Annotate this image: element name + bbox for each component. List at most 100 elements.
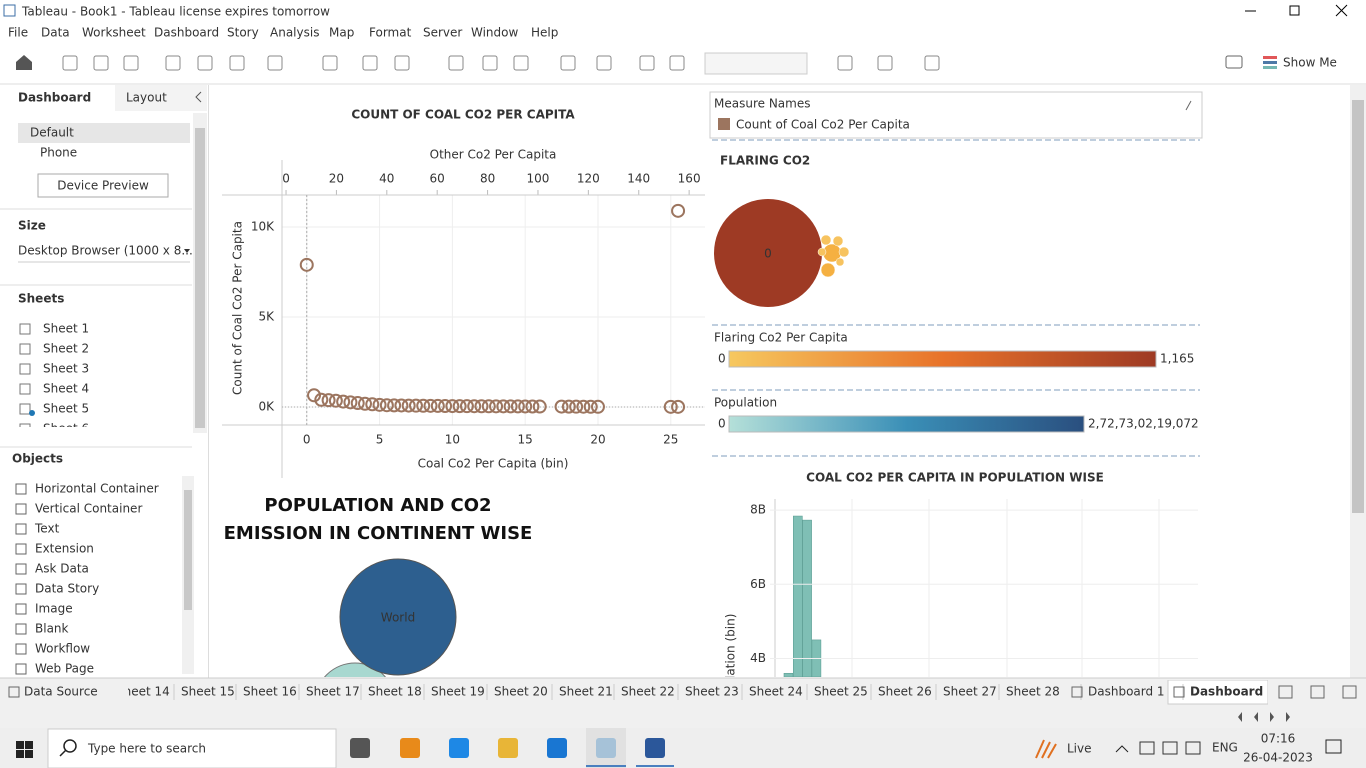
menu-item[interactable]: Help (531, 26, 558, 40)
sheet-tab[interactable]: Dashboard 3 (1190, 685, 1276, 699)
object-item[interactable]: Blank (35, 622, 69, 636)
show-me[interactable]: Show Me (1283, 56, 1337, 70)
sheet-tab[interactable]: Sheet 21 (559, 685, 613, 699)
toolbar-icon[interactable] (877, 55, 893, 71)
toolbar-icon[interactable] (924, 55, 940, 71)
menu-item[interactable]: Story (227, 26, 259, 40)
new-tab-icon[interactable] (1278, 685, 1293, 699)
toolbar-icon[interactable] (837, 55, 853, 71)
start-icon[interactable] (25, 741, 33, 749)
toolbar-icon[interactable] (448, 55, 464, 71)
menu-item[interactable]: Dashboard (154, 26, 219, 40)
sheet-item[interactable]: Sheet 3 (43, 362, 89, 376)
toolbar-icon[interactable] (669, 55, 685, 71)
sheet-item[interactable]: Sheet 2 (43, 342, 89, 356)
toolbar-icon[interactable] (362, 55, 378, 71)
sheet-tab[interactable]: Sheet 18 (368, 685, 422, 699)
tray-icon[interactable] (1162, 741, 1178, 755)
menu-item[interactable]: File (8, 26, 28, 40)
sheet-tab[interactable]: Sheet 17 (306, 685, 360, 699)
menu-item[interactable]: Server (423, 26, 462, 40)
new-tab-icon[interactable] (1342, 685, 1357, 699)
toolbar-icon[interactable] (62, 55, 78, 71)
toolbar-icon[interactable] (482, 55, 498, 71)
sheet-tab[interactable]: Sheet 22 (621, 685, 675, 699)
toolbar-icon[interactable] (267, 55, 283, 71)
toolbar-icon[interactable] (93, 55, 109, 71)
device-preview-button[interactable] (37, 173, 169, 198)
menu-item[interactable]: Map (329, 26, 354, 40)
taskbar-app[interactable] (350, 738, 370, 758)
sheet-tab[interactable]: Sheet 16 (243, 685, 297, 699)
start-icon[interactable] (16, 741, 24, 749)
sheet-item[interactable]: Sheet 1 (43, 322, 89, 336)
sheet-tab[interactable]: Dashboard 1 (1088, 685, 1165, 699)
sheet-item[interactable]: Sheet 4 (43, 382, 89, 396)
toolbar-icon[interactable] (394, 55, 410, 71)
toolbar-icon[interactable] (123, 55, 139, 71)
sheet-tab[interactable]: Sheet 28 (1006, 685, 1060, 699)
tray-icon[interactable] (1139, 741, 1155, 755)
start-icon[interactable] (16, 750, 24, 758)
menu-item[interactable]: Data (41, 26, 70, 40)
start-icon[interactable] (25, 750, 33, 758)
sheet-tab[interactable]: Sheet 19 (431, 685, 485, 699)
restore[interactable] (1289, 5, 1300, 16)
tab-nav[interactable] (1254, 712, 1258, 722)
toolbar-icon[interactable] (1225, 55, 1243, 69)
clock-time[interactable]: 07:16 (1261, 732, 1296, 746)
object-item[interactable]: Workflow (35, 642, 90, 656)
tab-nav[interactable] (1238, 712, 1242, 722)
tab-nav[interactable] (1270, 712, 1274, 722)
object-item[interactable]: Horizontal Container (35, 482, 159, 496)
sheet-tab[interactable]: Sheet 23 (685, 685, 739, 699)
clock-date[interactable]: 26-04-2023 (1243, 751, 1313, 765)
object-item[interactable]: Extension (35, 542, 94, 556)
legend-item[interactable]: Count of Coal Co2 Per Capita (736, 118, 910, 132)
taskbar-app[interactable] (498, 738, 518, 758)
toolbar-icon[interactable] (596, 55, 612, 71)
sheet-item[interactable]: Sheet 5 (43, 402, 89, 416)
taskbar-app[interactable] (400, 738, 420, 758)
object-item[interactable]: Web Page (35, 662, 94, 676)
menu-item[interactable]: Format (369, 26, 412, 40)
search-placeholder[interactable]: Type here to search (87, 742, 206, 756)
sheet-tab[interactable]: Sheet 20 (494, 685, 548, 699)
sheet-tab[interactable]: Sheet 26 (878, 685, 932, 699)
device-option[interactable]: Phone (40, 146, 77, 160)
notifications[interactable] (1325, 739, 1342, 754)
device-preview[interactable]: Device Preview (57, 179, 149, 193)
live-label[interactable]: Live (1067, 742, 1092, 756)
menu-item[interactable]: Analysis (270, 26, 319, 40)
search-box[interactable] (47, 728, 337, 768)
sheet-tab[interactable]: Sheet 27 (943, 685, 997, 699)
sheet-tab[interactable]: Sheet 24 (749, 685, 803, 699)
tray-chevron[interactable] (1115, 745, 1129, 753)
toolbar-dropdown[interactable] (704, 52, 808, 75)
toolbar-icon[interactable] (165, 55, 181, 71)
tray-icon[interactable] (1185, 741, 1201, 755)
menu-item[interactable]: Worksheet (82, 26, 146, 40)
object-item[interactable]: Data Story (35, 582, 99, 596)
legend-edit[interactable] (1185, 100, 1192, 111)
taskbar-app[interactable] (449, 738, 469, 758)
data-source-tab[interactable]: Data Source (24, 685, 98, 699)
sheet-tab[interactable]: Sheet 14 (116, 685, 170, 699)
toolbar-icon[interactable] (197, 55, 213, 71)
object-item[interactable]: Ask Data (35, 562, 89, 576)
menu-item[interactable]: Window (471, 26, 519, 40)
sheet-tab[interactable]: Sheet 25 (814, 685, 868, 699)
size-value[interactable]: Desktop Browser (1000 x 8... (18, 244, 193, 258)
object-item[interactable]: Image (35, 602, 73, 616)
sheet-item[interactable]: Sheet 6 (43, 422, 89, 436)
sidebar-tab[interactable]: Dashboard (18, 91, 91, 105)
collapse[interactable] (195, 91, 202, 103)
toolbar-icon[interactable] (560, 55, 576, 71)
sheet-tab[interactable]: Sheet 15 (181, 685, 235, 699)
toolbar-icon[interactable] (229, 55, 245, 71)
new-tab-icon[interactable] (1310, 685, 1325, 699)
tab-nav[interactable] (1286, 712, 1290, 722)
object-item[interactable]: Vertical Container (35, 502, 142, 516)
object-item[interactable]: Text (34, 522, 60, 536)
toolbar-icon[interactable] (513, 55, 529, 71)
